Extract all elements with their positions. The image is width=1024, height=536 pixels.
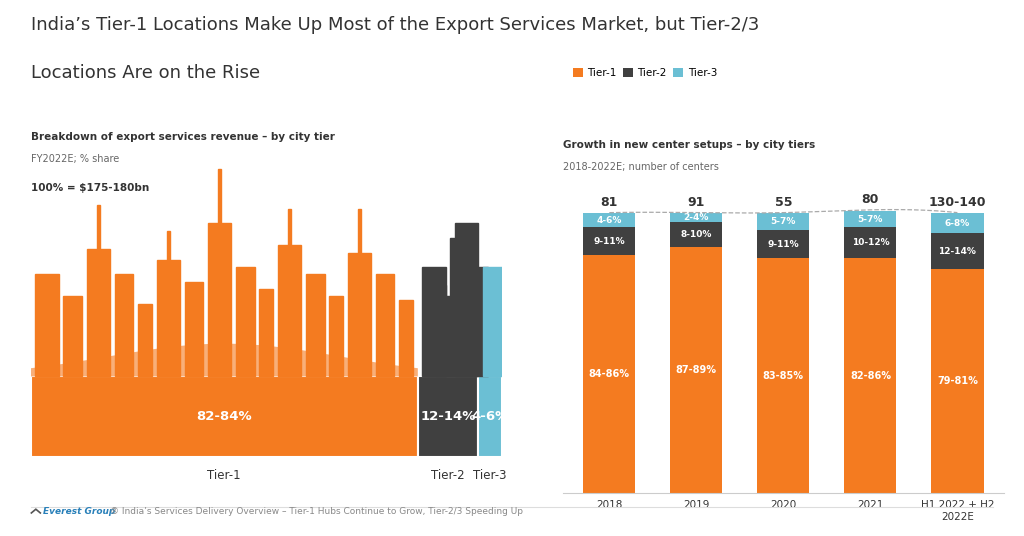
Bar	[208, 224, 231, 376]
Bar	[376, 274, 394, 376]
Bar	[36, 274, 58, 376]
Bar	[436, 296, 451, 376]
Bar	[348, 252, 371, 376]
Bar	[157, 260, 180, 376]
Bar	[671, 247, 723, 493]
Text: 5-7%: 5-7%	[771, 218, 796, 226]
Bar	[427, 285, 445, 376]
Bar	[455, 224, 478, 376]
Text: 82-86%: 82-86%	[850, 371, 891, 381]
Bar	[63, 296, 82, 376]
Bar	[399, 300, 413, 376]
Bar	[236, 267, 255, 376]
Bar	[184, 282, 204, 376]
Text: 4-6%: 4-6%	[597, 216, 622, 225]
Bar	[418, 376, 478, 457]
Bar	[844, 258, 896, 493]
Text: 4-6%: 4-6%	[471, 410, 509, 423]
Text: 130-140: 130-140	[929, 196, 986, 209]
Text: 79-81%: 79-81%	[937, 376, 978, 386]
Bar	[259, 289, 273, 376]
Bar	[758, 258, 809, 493]
Text: Everest Group: Everest Group	[43, 508, 116, 516]
Text: 9-11%: 9-11%	[594, 237, 625, 246]
Bar	[451, 238, 469, 376]
Text: 2018-2022E; number of centers: 2018-2022E; number of centers	[563, 161, 719, 172]
Text: 2-4%: 2-4%	[684, 213, 709, 222]
Bar	[931, 233, 983, 270]
Bar	[167, 230, 170, 260]
Bar	[758, 213, 809, 230]
Polygon shape	[31, 344, 418, 376]
Bar	[115, 274, 133, 376]
Bar	[478, 376, 502, 457]
Bar	[329, 296, 343, 376]
Text: 81: 81	[601, 196, 618, 209]
Bar	[97, 205, 99, 249]
Bar	[358, 209, 360, 252]
Text: 91: 91	[688, 196, 706, 209]
Text: 5-7%: 5-7%	[858, 214, 883, 224]
Bar	[844, 227, 896, 258]
Circle shape	[495, 337, 500, 373]
Text: India’s Tier-1 Locations Make Up Most of the Export Services Market, but Tier-2/: India’s Tier-1 Locations Make Up Most of…	[31, 16, 759, 34]
Bar	[306, 274, 325, 376]
Text: Tier-1: Tier-1	[208, 470, 241, 482]
Text: Locations Are on the Rise: Locations Are on the Rise	[31, 64, 260, 83]
Bar	[584, 256, 636, 493]
Text: 87-89%: 87-89%	[676, 365, 717, 375]
Text: 12-14%: 12-14%	[938, 247, 976, 256]
Text: 82-84%: 82-84%	[197, 410, 252, 423]
Text: 6-8%: 6-8%	[945, 219, 970, 228]
Bar	[138, 303, 152, 376]
Bar	[278, 245, 301, 376]
Text: ® India’s Services Delivery Overview – Tier-1 Hubs Continue to Grow, Tier-2/3 Sp: ® India’s Services Delivery Overview – T…	[110, 508, 522, 516]
Bar	[87, 249, 110, 376]
Text: FY2022E; % share: FY2022E; % share	[31, 154, 119, 164]
Text: 12-14%: 12-14%	[421, 410, 476, 423]
Bar	[218, 169, 221, 224]
Bar	[423, 267, 445, 376]
Bar	[931, 213, 983, 233]
Bar	[288, 209, 291, 245]
Text: 9-11%: 9-11%	[768, 240, 799, 249]
Text: 100% = $175-180bn: 100% = $175-180bn	[31, 183, 148, 193]
Legend: Tier-1, Tier-2, Tier-3: Tier-1, Tier-2, Tier-3	[568, 64, 721, 83]
Text: 10-12%: 10-12%	[852, 239, 889, 247]
Text: Breakdown of export services revenue – by city tier: Breakdown of export services revenue – b…	[31, 132, 335, 142]
Bar	[469, 267, 487, 376]
Text: Growth in new center setups – by city tiers: Growth in new center setups – by city ti…	[563, 140, 815, 150]
Bar	[671, 222, 723, 247]
Bar	[483, 267, 502, 376]
Bar	[931, 270, 983, 493]
Bar	[584, 227, 636, 256]
Bar	[844, 211, 896, 227]
Text: 84-86%: 84-86%	[589, 369, 630, 379]
Text: 83-85%: 83-85%	[763, 371, 804, 381]
Text: 8-10%: 8-10%	[681, 230, 712, 239]
Text: Tier-2: Tier-2	[431, 470, 465, 482]
Bar	[584, 213, 636, 227]
Text: 80: 80	[861, 193, 879, 206]
Bar	[31, 376, 418, 457]
Text: 55: 55	[774, 196, 793, 209]
Bar	[758, 230, 809, 258]
Bar	[671, 213, 723, 222]
Text: Tier-3: Tier-3	[473, 470, 507, 482]
